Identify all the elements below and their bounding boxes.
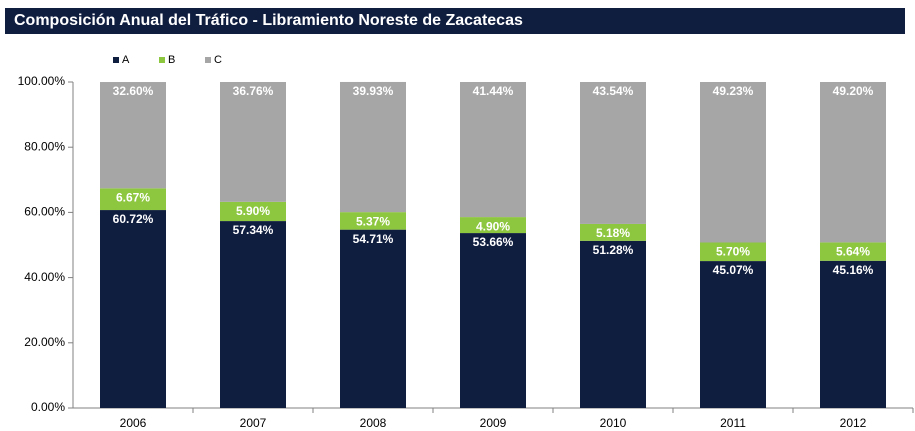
bar-segment (820, 82, 886, 243)
data-label: 54.71% (353, 232, 394, 246)
bar-segment (220, 82, 286, 202)
data-label: 53.66% (473, 235, 514, 249)
bar-segment (580, 82, 646, 224)
bar-segment (820, 260, 886, 408)
data-label: 5.18% (596, 226, 630, 240)
bar-segment (100, 188, 166, 211)
title-bar (5, 8, 905, 34)
bar-segment (340, 81, 406, 213)
legend-swatch (205, 57, 211, 63)
data-label: 57.34% (233, 223, 274, 237)
data-label: 4.90% (476, 219, 510, 233)
data-label: 5.90% (236, 204, 270, 218)
bar-segment (700, 242, 766, 262)
bar-segment (100, 82, 166, 189)
data-label: 43.54% (593, 84, 634, 98)
data-label: 5.64% (836, 245, 870, 259)
bar-segment (580, 223, 646, 241)
bar-segment (460, 233, 526, 408)
x-tick-label: 2010 (600, 416, 627, 430)
y-tick-label: 60.00% (24, 205, 65, 219)
y-tick-label: 80.00% (24, 139, 65, 153)
data-label: 45.07% (713, 263, 754, 277)
bar-segment (820, 242, 886, 261)
bar-segment (340, 212, 406, 230)
data-label: 60.72% (113, 212, 154, 226)
y-tick-label: 40.00% (24, 270, 65, 284)
data-label: 49.23% (713, 84, 754, 98)
data-label: 5.37% (356, 214, 390, 228)
bar-segment (580, 240, 646, 408)
data-label: 39.93% (353, 84, 394, 98)
data-label: 51.28% (593, 243, 634, 257)
bar-segment (220, 221, 286, 408)
data-label: 32.60% (113, 84, 154, 98)
x-tick-label: 2012 (840, 416, 867, 430)
legend-label: A (122, 54, 130, 66)
x-tick-label: 2008 (360, 416, 387, 430)
x-tick-label: 2011 (720, 416, 746, 430)
bar-segment (340, 229, 406, 408)
legend-swatch (113, 57, 119, 63)
bar-segment (100, 210, 166, 408)
legend-swatch (159, 57, 165, 63)
bar-segment (700, 261, 766, 408)
legend-label: C (214, 54, 222, 66)
y-tick-label: 0.00% (31, 400, 65, 414)
bar-segment (460, 217, 526, 234)
data-label: 49.20% (833, 84, 874, 98)
bar-segment (460, 82, 526, 218)
y-tick-label: 20.00% (24, 335, 65, 349)
data-label: 41.44% (473, 84, 514, 98)
data-label: 36.76% (233, 84, 274, 98)
chart-title: Composición Anual del Tráfico - Libramie… (14, 12, 523, 29)
x-tick-label: 2007 (240, 416, 267, 430)
bar-segment (700, 82, 766, 243)
bar-segment (220, 201, 286, 222)
data-label: 5.70% (716, 245, 750, 259)
x-tick-label: 2009 (480, 416, 507, 430)
y-tick-label: 100.00% (18, 74, 66, 88)
legend-label: B (168, 54, 175, 66)
data-label: 45.16% (833, 263, 874, 277)
data-label: 6.67% (116, 190, 150, 204)
x-tick-label: 2006 (120, 416, 147, 430)
